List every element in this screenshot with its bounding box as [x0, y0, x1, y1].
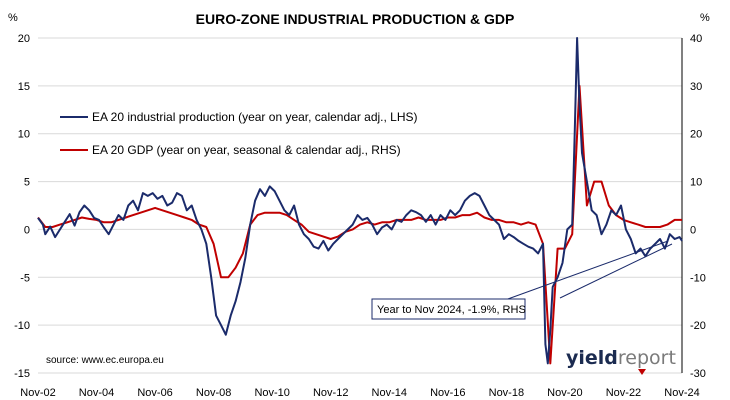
legend-label-gdp: EA 20 GDP (year on year, seasonal & cale…	[92, 143, 401, 157]
y-right-tick-label: -30	[690, 368, 706, 380]
x-axis: Nov-02 Nov-04 Nov-06 Nov-08 Nov-10 Nov-12 Nov-…	[20, 387, 699, 399]
y-left-tick-label: 20	[18, 33, 30, 45]
legend: EA 20 industrial production (year on yea…	[60, 110, 418, 157]
y-left-axis: 20 15 10 5 0 -5 -10 -15	[14, 33, 30, 380]
chart-title: EURO-ZONE INDUSTRIAL PRODUCTION & GDP	[196, 11, 515, 27]
annotation-box	[371, 298, 526, 320]
x-tick-label: Nov-16	[430, 387, 465, 399]
annotation-leader-line-2	[559, 243, 673, 299]
series-line-industrial-production	[37, 37, 683, 365]
y-left-tick-label: 5	[24, 177, 30, 189]
y-left-tick-label: 10	[18, 129, 30, 141]
y-right-tick-label: -20	[690, 320, 706, 332]
y-right-tick-label: 20	[690, 129, 702, 141]
gridlines	[38, 37, 682, 374]
x-tick-label: Nov-12	[313, 387, 348, 399]
annotation: Year to Nov 2024, -1.9%, RHS	[371, 240, 673, 320]
yieldreport-logo: yieldreport	[566, 347, 676, 375]
x-tick-label: Nov-02	[20, 387, 55, 399]
y-right-tick-label: 10	[690, 177, 702, 189]
source-text: source: www.ec.europa.eu	[46, 355, 164, 366]
x-tick-label: Nov-04	[79, 387, 114, 399]
logo-mark-icon	[638, 369, 646, 375]
series-line-gdp	[37, 84, 682, 365]
x-tick-label: Nov-22	[606, 387, 641, 399]
y-right-tick-label: 0	[690, 224, 696, 236]
y-left-tick-label: 15	[18, 81, 30, 93]
y-left-unit: %	[8, 12, 18, 24]
annotation-text: Year to Nov 2024, -1.9%, RHS	[377, 304, 526, 316]
y-left-tick-label: -5	[20, 272, 30, 284]
x-tick-label: Nov-06	[137, 387, 172, 399]
x-tick-label: Nov-18	[489, 387, 524, 399]
x-tick-label: Nov-20	[547, 387, 582, 399]
y-left-tick-label: 0	[24, 224, 30, 236]
logo-wordmark: yieldreport	[566, 347, 676, 369]
x-tick-label: Nov-24	[664, 387, 699, 399]
y-right-tick-label: 40	[690, 33, 702, 45]
y-right-tick-label: -10	[690, 272, 706, 284]
y-left-tick-label: -15	[14, 368, 30, 380]
y-left-tick-label: -10	[14, 320, 30, 332]
y-right-tick-label: 30	[690, 81, 702, 93]
x-tick-label: Nov-08	[196, 387, 231, 399]
x-tick-label: Nov-14	[372, 387, 407, 399]
legend-label-ip: EA 20 industrial production (year on yea…	[92, 110, 418, 124]
y-right-axis: 40 30 20 10 0 -10 -20 -30	[681, 33, 706, 380]
annotation-leader-line	[504, 240, 669, 301]
y-right-unit: %	[700, 12, 710, 24]
x-tick-label: Nov-10	[254, 387, 289, 399]
series-group	[37, 37, 683, 365]
